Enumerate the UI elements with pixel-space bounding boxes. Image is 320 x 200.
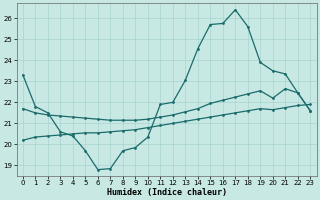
X-axis label: Humidex (Indice chaleur): Humidex (Indice chaleur) xyxy=(107,188,227,197)
